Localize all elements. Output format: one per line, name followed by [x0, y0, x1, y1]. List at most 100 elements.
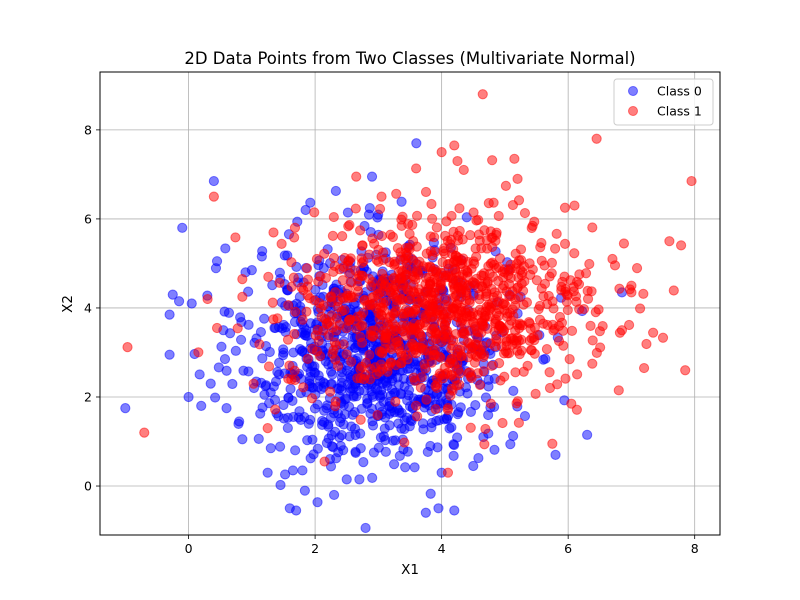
class-1-point — [580, 268, 592, 279]
class-1-point — [354, 225, 366, 236]
class-1-point — [561, 296, 572, 307]
class-0-point — [348, 391, 359, 402]
class-0-point — [234, 416, 245, 427]
class-1-point — [470, 243, 481, 254]
class-1-point — [379, 273, 390, 284]
class-1-point — [314, 297, 325, 309]
class-0-point — [309, 367, 320, 378]
class-1-point — [465, 229, 476, 241]
class-0-point — [461, 212, 472, 223]
class-1-point — [414, 256, 425, 267]
class-1-point — [510, 325, 521, 336]
class-1-point — [122, 342, 133, 353]
class-1-point — [519, 276, 530, 287]
class-1-point — [590, 307, 601, 318]
class-1-point — [310, 330, 321, 341]
class-1-point — [283, 299, 294, 311]
class-0-point — [400, 462, 411, 473]
class-1-point — [525, 323, 536, 335]
class-1-point — [268, 227, 279, 238]
class-1-point — [442, 235, 453, 246]
class-1-point — [500, 299, 511, 311]
class-1-point — [448, 226, 459, 237]
class-0-point — [344, 431, 355, 442]
class-1-point — [139, 427, 150, 438]
class-1-point — [566, 398, 577, 409]
class-0-point — [262, 467, 273, 478]
y-tick-label: 2 — [84, 389, 92, 404]
class-1-point — [457, 234, 468, 245]
class-0-point — [305, 197, 316, 208]
class-0-point — [256, 251, 267, 262]
class-0-point — [305, 453, 316, 464]
class-1-point — [345, 314, 356, 325]
class-0-point — [335, 440, 346, 452]
class-0-point — [323, 359, 334, 370]
class-1-point — [572, 369, 583, 380]
class-0-point — [272, 366, 283, 378]
class-1-point — [587, 335, 598, 346]
class-0-point — [319, 405, 330, 416]
class-0-point — [173, 296, 185, 307]
class-1-point — [477, 89, 488, 100]
class-1-point — [623, 319, 635, 331]
class-1-point — [544, 367, 555, 378]
class-1-point — [409, 271, 420, 282]
class-1-point — [309, 207, 320, 218]
class-0-point — [221, 403, 232, 414]
class-0-point — [300, 204, 311, 216]
class-1-point — [525, 269, 536, 280]
class-1-point — [286, 281, 297, 292]
class-0-point — [453, 407, 464, 418]
class-0-point — [196, 400, 207, 411]
class-1-point — [369, 238, 380, 249]
class-1-point — [560, 373, 571, 384]
class-1-point — [332, 360, 344, 372]
class-0-point — [388, 459, 400, 470]
class-0-point — [265, 443, 276, 454]
class-1-point — [490, 300, 501, 311]
x-tick-label: 0 — [185, 541, 193, 556]
class-0-point — [368, 447, 379, 458]
class-1-point — [464, 367, 475, 378]
class-1-point — [364, 299, 375, 310]
class-1-point — [657, 332, 669, 343]
class-1-point — [474, 235, 485, 246]
class-1-point — [480, 423, 491, 435]
class-0-point — [378, 396, 389, 407]
class-0-point — [420, 507, 431, 518]
class-1-point — [208, 191, 219, 202]
class-0-point — [177, 222, 188, 233]
class-0-point — [342, 207, 354, 218]
class-1-point — [237, 291, 248, 302]
class-1-point — [289, 222, 301, 233]
class-1-point — [483, 198, 494, 209]
class-0-point — [330, 185, 341, 197]
class-0-point — [205, 378, 216, 389]
class-1-point — [202, 293, 213, 305]
class-1-point — [456, 350, 467, 362]
class-1-point — [411, 163, 422, 174]
class-1-point — [374, 314, 385, 325]
class-1-point — [485, 398, 496, 409]
class-1-point — [380, 296, 391, 307]
class-1-point — [237, 274, 248, 285]
class-0-point — [294, 344, 306, 355]
class-0-point — [349, 407, 360, 418]
class-1-point — [424, 299, 435, 311]
class-1-point — [426, 198, 437, 210]
class-1-point — [509, 300, 521, 312]
class-1-point — [301, 263, 313, 274]
class-1-point — [436, 317, 448, 328]
class-1-point — [365, 280, 377, 292]
class-0-point — [396, 196, 407, 207]
class-1-point — [524, 335, 535, 346]
class-1-point — [626, 287, 637, 298]
class-1-point — [436, 336, 447, 348]
class-1-point — [587, 222, 598, 233]
class-1-point — [631, 263, 643, 274]
class-1-point — [500, 180, 511, 191]
class-1-point — [338, 293, 349, 304]
class-1-point — [571, 296, 582, 308]
class-1-point — [430, 404, 441, 415]
